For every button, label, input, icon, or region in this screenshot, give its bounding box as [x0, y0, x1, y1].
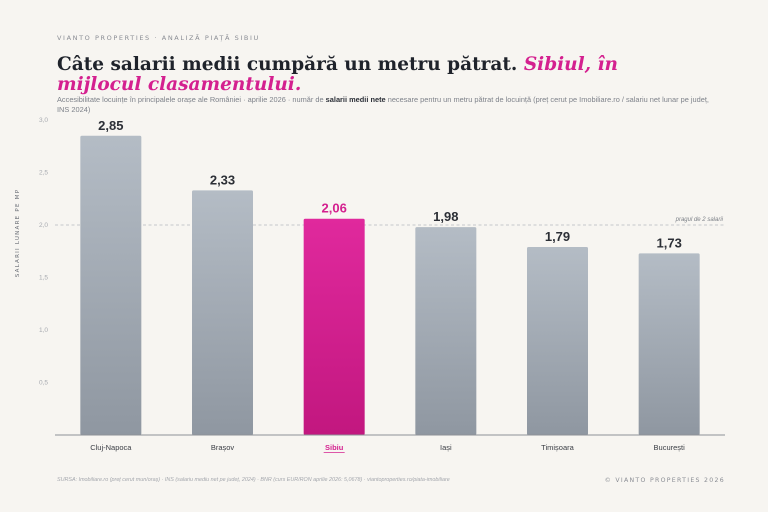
subtitle-bold: salarii medii nete — [325, 95, 386, 104]
bar-5 — [638, 253, 700, 435]
y-tick-label: 2,5 — [39, 170, 48, 177]
title-main: Câte salarii medii cumpără un metru pătr… — [57, 54, 518, 75]
bar-value-label: 1,98 — [433, 209, 458, 224]
bar-0 — [80, 135, 142, 435]
bar-value-label: 2,33 — [210, 172, 235, 187]
category-label: Brașov — [211, 443, 235, 452]
bar-2 — [303, 218, 365, 435]
bar-value-label: 1,73 — [657, 235, 682, 250]
brand-header: VIANTO PROPERTIES · ANALIZĂ PIAȚĂ SIBIU — [57, 34, 260, 42]
subtitle-pre: Accesibilitate locuințe în principalele … — [57, 95, 326, 104]
copyright: © VIANTO PROPERTIES 2026 — [604, 477, 725, 484]
bar-value-label: 2,85 — [98, 118, 123, 133]
bar-value-label: 2,06 — [322, 201, 347, 216]
bar-4 — [527, 247, 588, 435]
y-tick-label: 1,0 — [39, 327, 48, 334]
category-label: București — [654, 443, 686, 452]
chart-subtitle: Accesibilitate locuințe în principalele … — [57, 95, 717, 115]
category-label: Sibiu — [325, 443, 344, 452]
category-label: Iași — [440, 443, 452, 452]
chart-title: Câte salarii medii cumpără un metru pătr… — [57, 55, 697, 95]
category-label: Cluj-Napoca — [90, 443, 132, 452]
y-tick-label: 1,5 — [39, 275, 48, 282]
y-tick-label: 2,0 — [39, 222, 48, 229]
bar-value-label: 1,79 — [545, 229, 570, 244]
title-highlight: Sibiul, în mijlocul clasamentului. — [57, 54, 619, 95]
source-note: SURSA: Imobiliare.ro (preț cerut mun/ora… — [57, 477, 450, 483]
reference-line-label: pragul de 2 salarii — [675, 217, 724, 223]
bar-3 — [415, 227, 477, 435]
y-tick-label: 0,5 — [39, 380, 48, 387]
subtitle-post: necesare pentru un metru pătrat de locui… — [57, 95, 709, 114]
bar-1 — [192, 190, 253, 435]
y-tick-label: 3,0 — [39, 117, 48, 124]
category-label: Timișoara — [541, 443, 574, 452]
